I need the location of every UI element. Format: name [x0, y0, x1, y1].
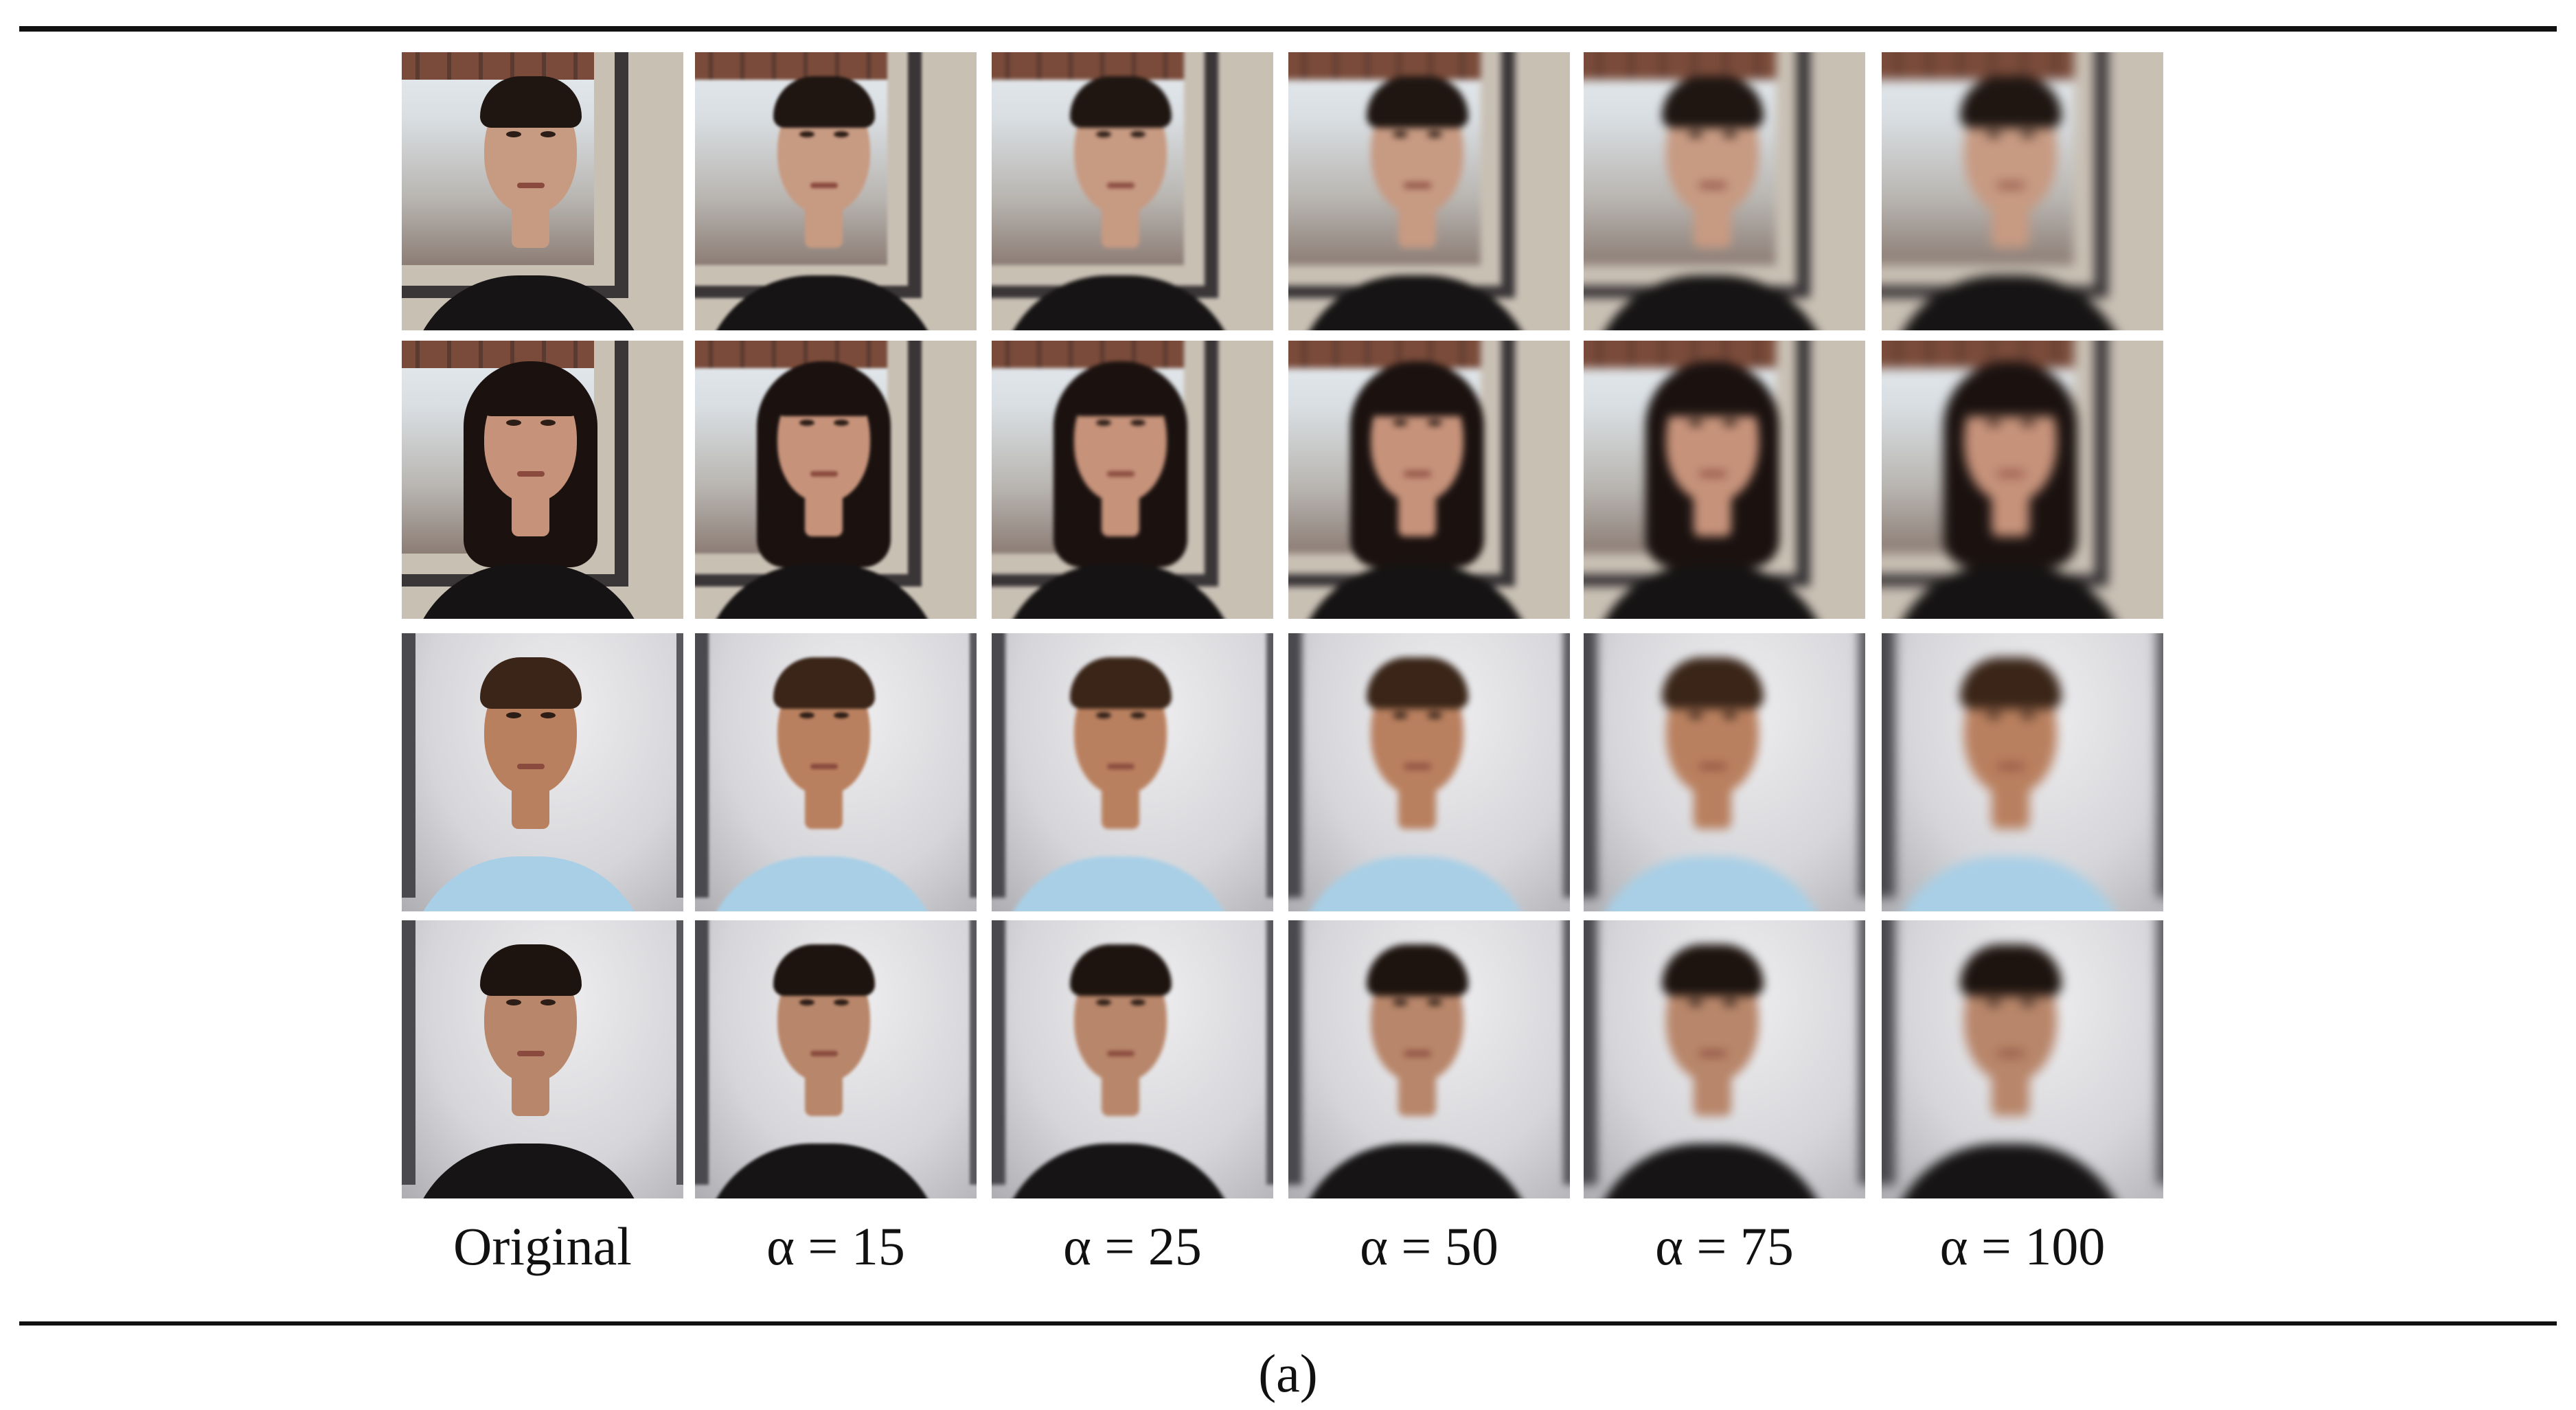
column-caption: α = 50 — [1360, 1216, 1498, 1276]
bottom-rule — [19, 1321, 2557, 1326]
face-image — [402, 633, 683, 911]
face-image — [1584, 341, 1865, 619]
face-image — [1584, 633, 1865, 911]
face-image — [1882, 52, 2163, 330]
face-image — [1882, 920, 2163, 1198]
face-image — [992, 52, 1273, 330]
face-image — [992, 341, 1273, 619]
face-image — [695, 633, 977, 911]
panel-label: (a) — [1258, 1343, 1318, 1403]
column-caption: Original — [453, 1216, 632, 1276]
face-image — [1584, 920, 1865, 1198]
face-image — [402, 52, 683, 330]
face-image — [1584, 52, 1865, 330]
face-image — [992, 920, 1273, 1198]
face-image — [1882, 633, 2163, 911]
face-image — [1288, 920, 1570, 1198]
face-image — [1288, 341, 1570, 619]
top-rule — [19, 26, 2557, 32]
column-caption: α = 75 — [1655, 1216, 1794, 1276]
column-caption: α = 100 — [1939, 1216, 2106, 1276]
face-image — [695, 920, 977, 1198]
column-caption: α = 15 — [766, 1216, 905, 1276]
face-image — [402, 920, 683, 1198]
face-image — [695, 341, 977, 619]
face-image — [992, 633, 1273, 911]
column-caption: α = 25 — [1063, 1216, 1202, 1276]
face-image — [1288, 633, 1570, 911]
face-image — [1288, 52, 1570, 330]
face-image — [402, 341, 683, 619]
face-image — [1882, 341, 2163, 619]
face-image — [695, 52, 977, 330]
